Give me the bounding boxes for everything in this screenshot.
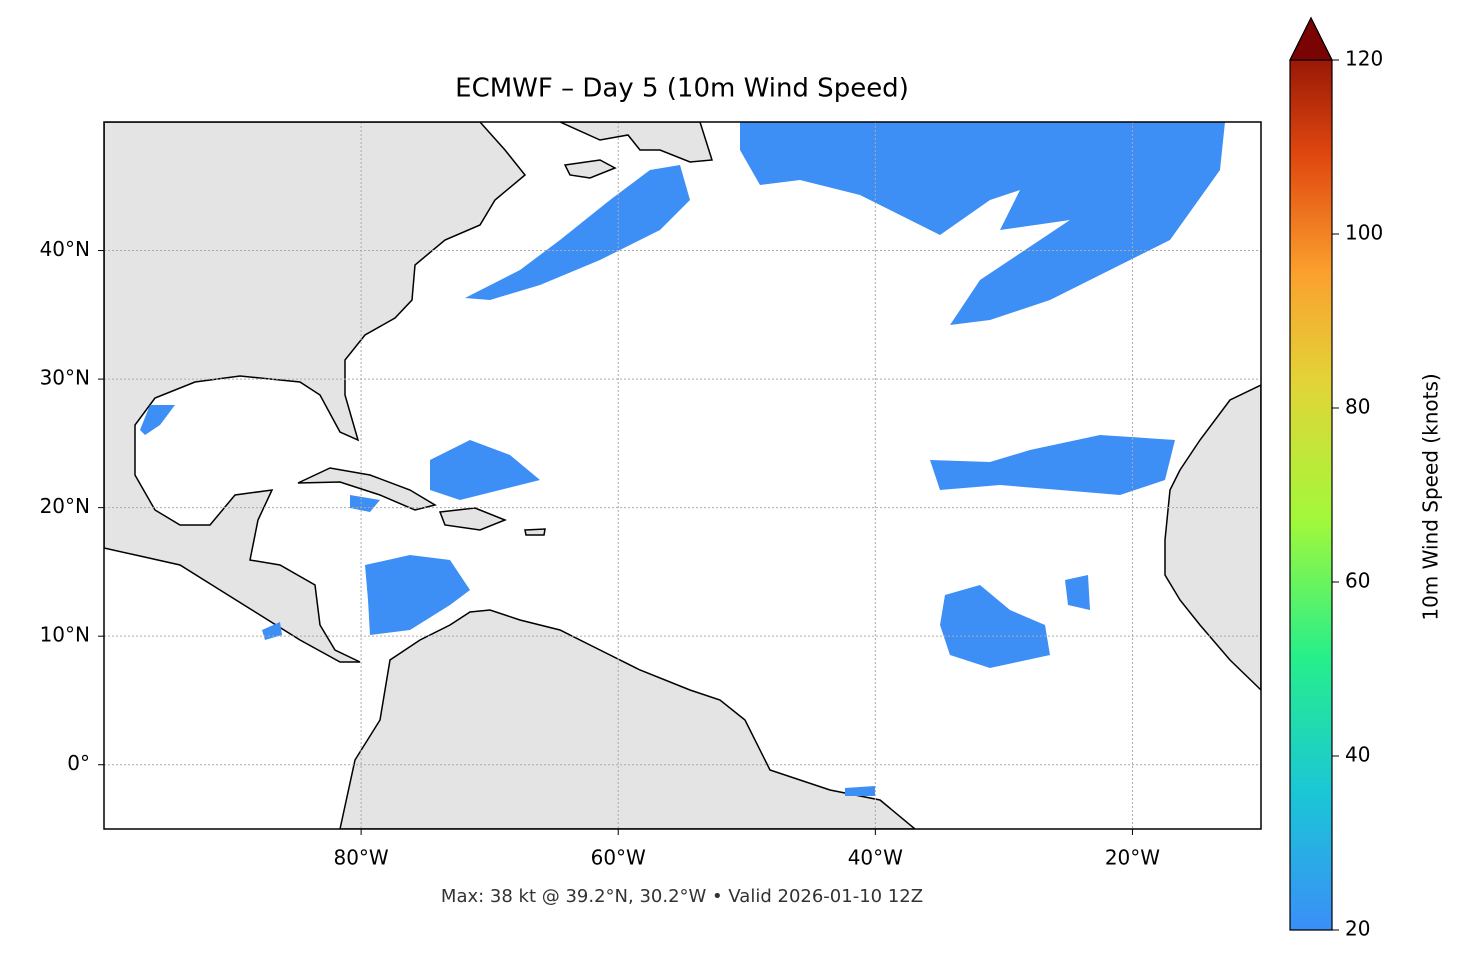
colorbar-tick-label: 20 — [1345, 917, 1370, 941]
colorbar — [1289, 16, 1333, 931]
colorbar-tick-label: 100 — [1345, 221, 1383, 245]
map-area — [104, 122, 1261, 829]
y-tick-label: 10°N — [40, 623, 90, 647]
puerto-rico — [524, 528, 546, 536]
footer-note: Max: 38 kt @ 39.2°N, 30.2°W • Valid 2026… — [441, 886, 923, 907]
x-tick-label: 40°W — [848, 846, 903, 870]
colorbar-tick-label: 60 — [1345, 569, 1370, 593]
colorbar-tick-label: 40 — [1345, 743, 1370, 767]
x-tick-label: 20°W — [1105, 846, 1160, 870]
canada-east — [559, 122, 713, 163]
y-tick-label: 0° — [67, 751, 90, 775]
africa — [1164, 384, 1261, 692]
chart-title: ECMWF – Day 5 (10m Wind Speed) — [455, 74, 909, 104]
colorbar-label: 10m Wind Speed (knots) — [1419, 373, 1443, 620]
x-tick-label: 80°W — [333, 846, 388, 870]
y-tick-label: 30°N — [40, 366, 90, 390]
colorbar-extend — [1289, 16, 1333, 61]
north-central-america — [104, 122, 527, 663]
hispaniola — [438, 507, 508, 531]
newfoundland — [563, 159, 617, 179]
south-america — [339, 609, 917, 829]
grid — [104, 122, 1261, 829]
colorbar-tick-label: 80 — [1345, 395, 1370, 419]
colorbar-tick-label: 120 — [1345, 47, 1383, 71]
x-tick-label: 60°W — [591, 846, 646, 870]
y-tick-label: 20°N — [40, 494, 90, 518]
plot-frame — [103, 121, 1262, 830]
wind-areas — [140, 122, 1225, 796]
cuba — [297, 467, 437, 511]
y-tick-label: 40°N — [40, 237, 90, 261]
